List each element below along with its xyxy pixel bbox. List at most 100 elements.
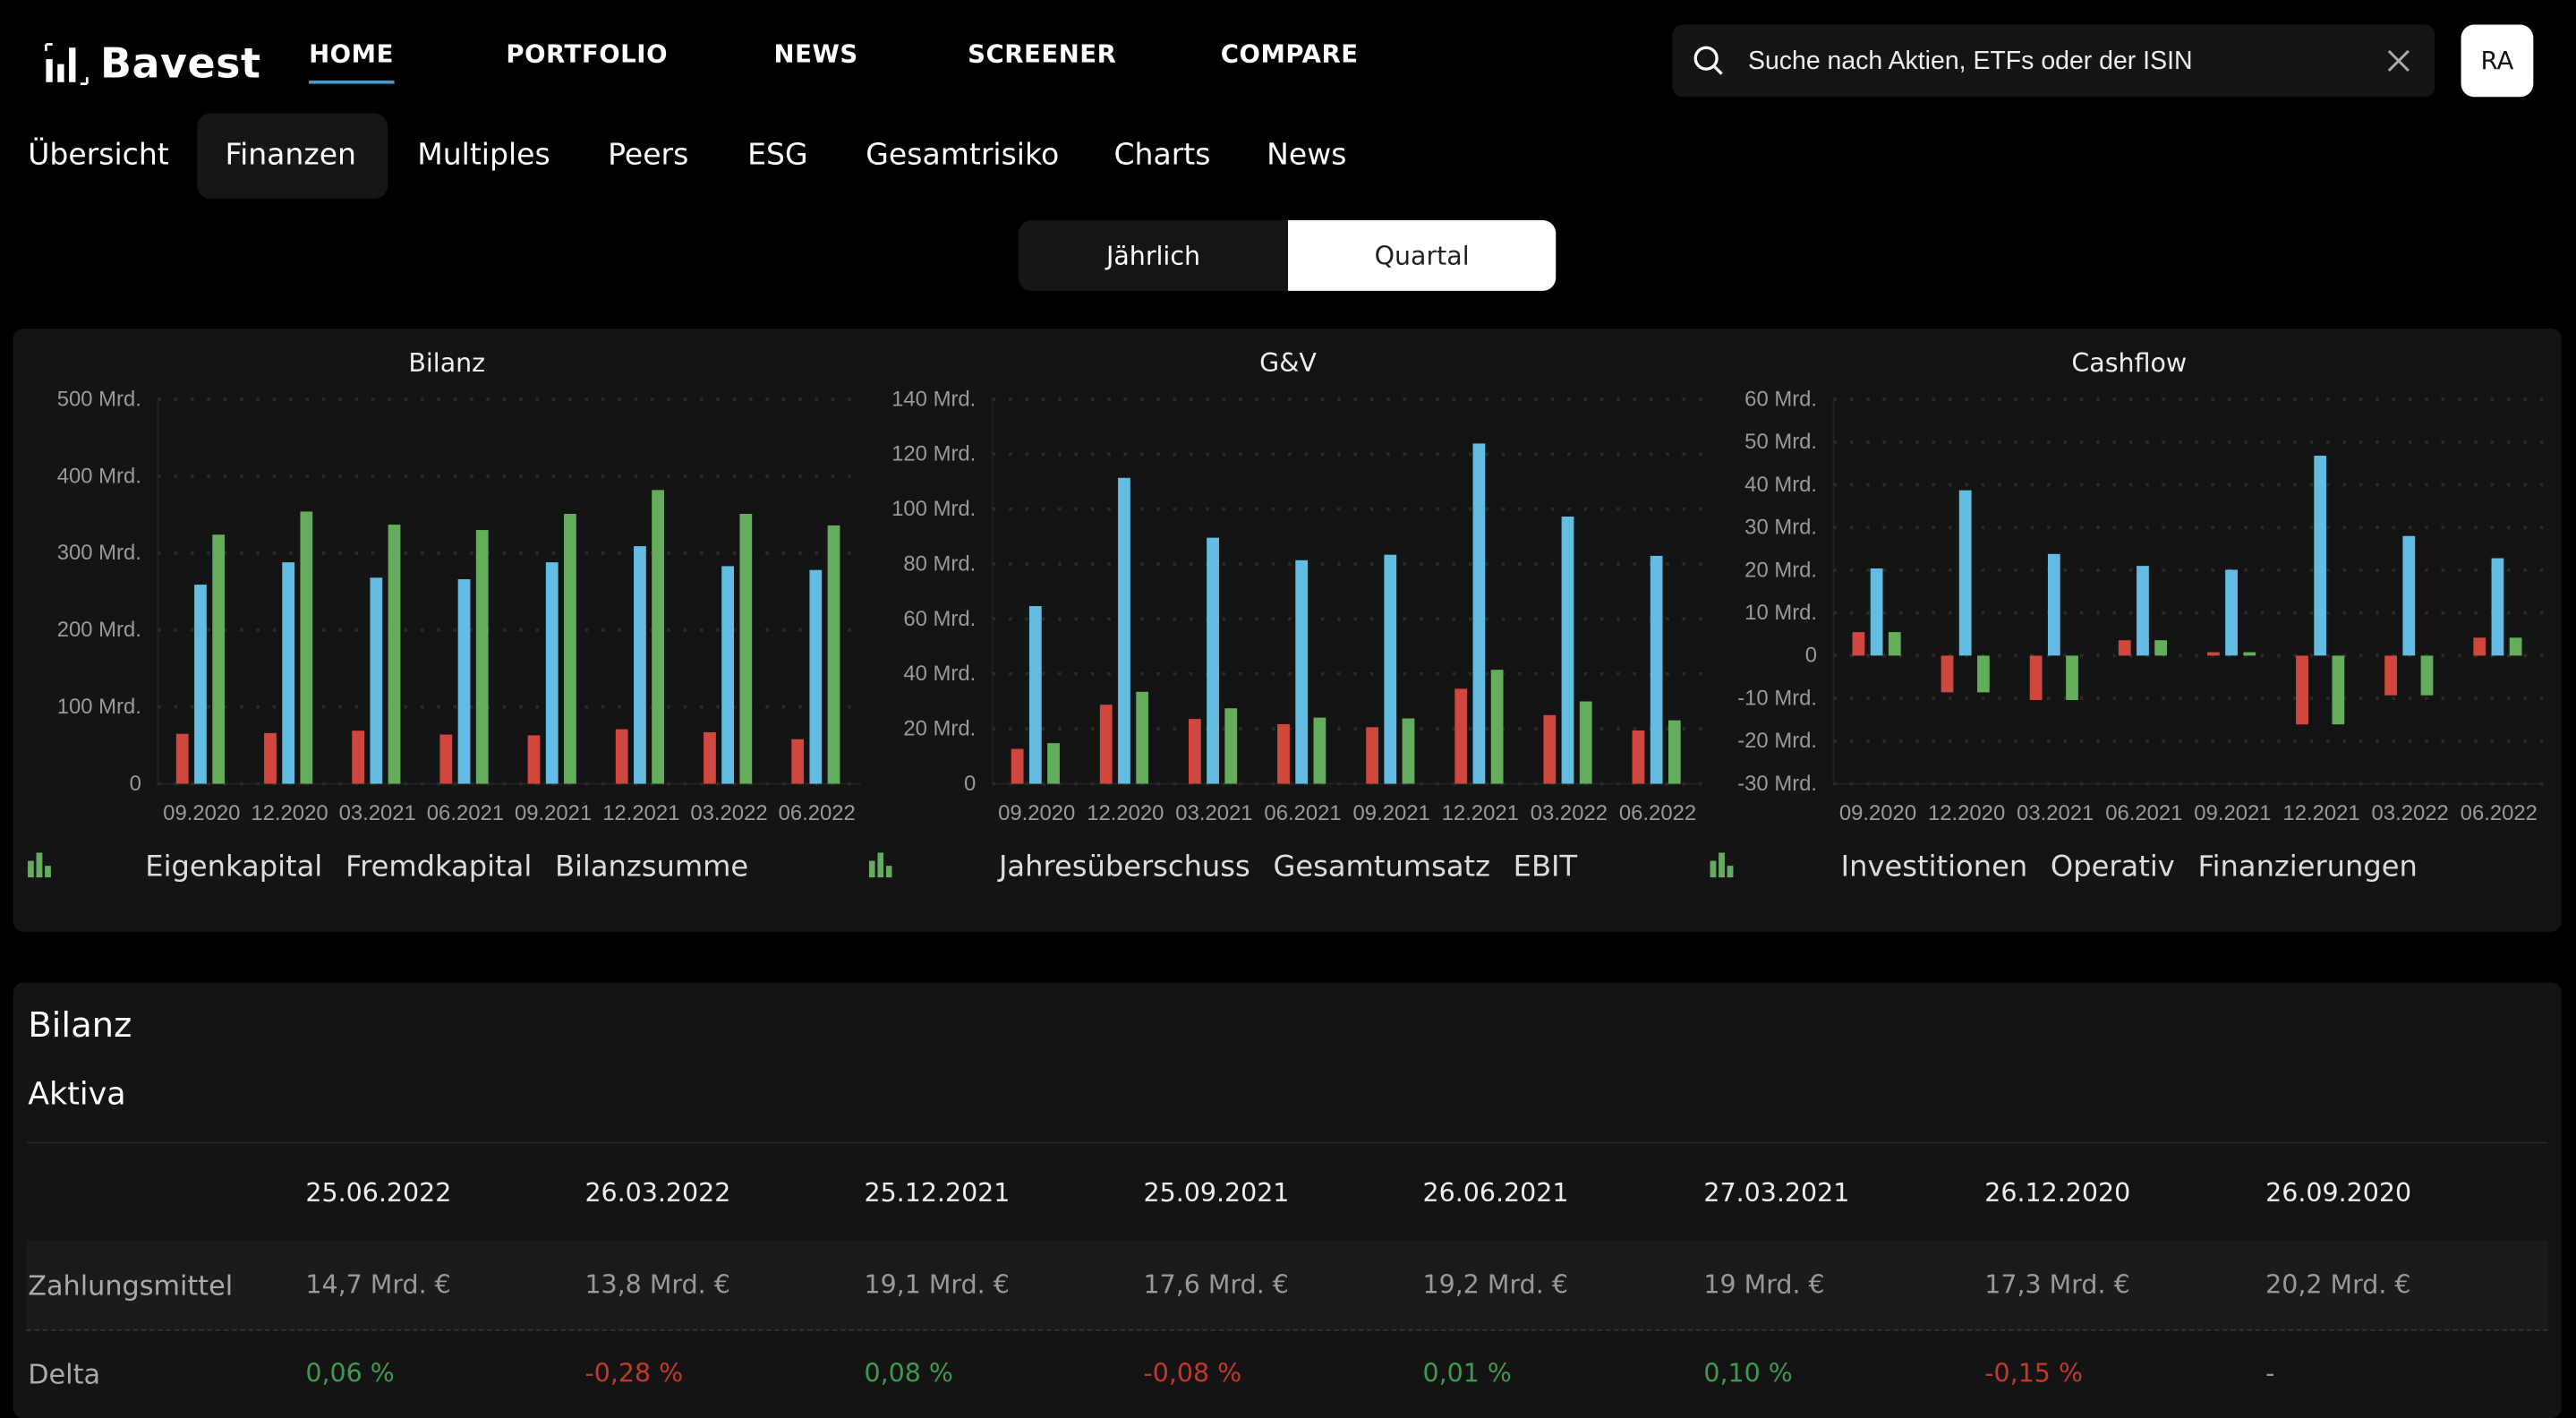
nav-screener[interactable]: SCREENER	[968, 39, 1117, 70]
x-tick-label: 03.2021	[2017, 801, 2094, 825]
nav-compare[interactable]: COMPARE	[1220, 39, 1359, 70]
legend-item[interactable]: Jahresüberschuss	[868, 851, 1250, 884]
column-header: 25.06.2022	[305, 1178, 452, 1209]
legend-item[interactable]: Bilanzsumme	[28, 851, 748, 884]
x-tick-label: 12.2021	[602, 801, 679, 825]
bar-investitionen	[1941, 655, 1954, 693]
nav-home[interactable]: HOME	[309, 39, 394, 84]
toggle-jaehrlich-label: Jährlich	[1105, 240, 1201, 270]
x-tick-label: 06.2022	[779, 801, 856, 825]
subtab-multiples[interactable]: Multiples	[417, 138, 550, 173]
table-cell: 19,1 Mrd. €	[864, 1269, 1010, 1300]
bar-finanzierungen	[2509, 637, 2522, 656]
y-tick-label: 10 Mrd.	[1744, 601, 1817, 625]
bar-ebit	[1047, 743, 1060, 784]
legend-label: Finanzierungen	[2197, 850, 2418, 884]
bar-investitionen	[2029, 655, 2043, 700]
bar-jahresüberschuss	[1188, 719, 1201, 784]
toggle-jaehrlich[interactable]: Jährlich	[1019, 219, 1289, 291]
y-tick-label: 60 Mrd.	[903, 607, 976, 631]
nav-portfolio[interactable]: PORTFOLIO	[506, 39, 669, 70]
x-tick-label: 03.2021	[339, 801, 416, 825]
legend-item[interactable]: Operativ	[1710, 851, 2175, 884]
y-tick-label: 0	[130, 772, 141, 796]
bar-operativ	[2402, 535, 2416, 656]
clear-search-icon[interactable]	[2387, 49, 2410, 73]
table-cell: 14,7 Mrd. €	[305, 1269, 451, 1300]
row-label: Zahlungsmittel	[28, 1269, 234, 1302]
bar-gesamtumsatz	[1472, 443, 1486, 784]
column-header: 27.03.2021	[1703, 1178, 1850, 1209]
bar-finanzierungen	[1888, 632, 1901, 656]
search-box	[1672, 24, 2435, 100]
x-tick-label: 12.2021	[1442, 801, 1519, 825]
bar-bilanzsumme	[739, 514, 753, 784]
y-tick-label: 200 Mrd.	[57, 618, 141, 642]
subtab-gesamtrisiko[interactable]: Gesamtrisiko	[866, 138, 1060, 173]
bar-eigenkapital	[439, 734, 453, 784]
legend-item[interactable]: Gesamtumsatz	[868, 851, 1490, 884]
bar-investitionen	[2473, 637, 2486, 656]
x-tick-label: 09.2021	[2194, 801, 2271, 825]
y-tick-label: 140 Mrd.	[891, 387, 976, 411]
legend-item[interactable]: Investitionen	[1710, 850, 2028, 884]
bar-bilanzsumme	[300, 511, 313, 784]
chart-legend: Investitionen Operativ Finanzierungen	[1709, 851, 2550, 884]
chart-plot: 0 100 Mrd. 200 Mrd. 300 Mrd. 400 Mrd. 500 Mrd…	[57, 387, 861, 825]
bar-bilanzsumme	[388, 525, 401, 784]
bar-bilanzsumme	[652, 490, 665, 784]
legend-label: Fremdkapital	[345, 850, 533, 884]
x-tick-label: 06.2021	[427, 801, 504, 825]
bar-ebit	[1490, 670, 1504, 784]
bar-jahresüberschuss	[1543, 714, 1557, 784]
bar-bilanzsumme	[564, 514, 576, 784]
search-input[interactable]	[1744, 24, 2359, 100]
y-tick-label: 400 Mrd.	[57, 464, 141, 488]
chart-title: G&V	[1259, 348, 1317, 379]
nav-news[interactable]: NEWS	[773, 39, 858, 70]
legend-label: Investitionen	[1840, 850, 2028, 884]
subtab-finanzen[interactable]: Finanzen	[225, 138, 356, 173]
bar-jahresüberschuss	[1099, 705, 1113, 784]
x-tick-label: 09.2021	[515, 801, 592, 825]
subtab-news[interactable]: News	[1267, 138, 1347, 173]
x-tick-label: 09.2020	[163, 801, 240, 825]
legend-item[interactable]: Fremdkapital	[28, 850, 533, 884]
bar-operativ	[1870, 568, 1883, 656]
bar-gesamtumsatz	[1207, 537, 1219, 784]
bar-fremdkapital	[194, 585, 207, 784]
x-tick-label: 06.2021	[2105, 801, 2182, 825]
table-cell: 20,2 Mrd. €	[2265, 1269, 2411, 1300]
chart-bilanz: 0 100 Mrd. 200 Mrd. 300 Mrd. 400 Mrd. 500 Mrd…	[26, 329, 867, 932]
y-tick-label: 120 Mrd.	[891, 442, 976, 466]
user-avatar[interactable]: RA	[2461, 24, 2534, 98]
bavest-logo[interactable]: Bavest	[45, 39, 261, 87]
y-tick-label: 20 Mrd.	[903, 717, 976, 741]
x-tick-label: 09.2020	[998, 801, 1075, 825]
subtab-peers[interactable]: Peers	[608, 138, 689, 173]
legend-item[interactable]: EBIT	[868, 851, 1577, 884]
legend-item[interactable]: Finanzierungen	[1710, 850, 2418, 884]
toggle-quartal[interactable]: Quartal	[1288, 219, 1557, 291]
subtab-uebersicht[interactable]: Übersicht	[28, 138, 169, 173]
table-cell: 17,6 Mrd. €	[1143, 1269, 1289, 1300]
subtab-esg[interactable]: ESG	[747, 138, 808, 173]
bar-ebit	[1224, 708, 1238, 784]
bar-operativ	[2047, 553, 2060, 656]
delta-cell: 0,06 %	[305, 1358, 395, 1388]
table-title: Bilanz	[28, 1005, 132, 1046]
delta-cell: -0,08 %	[1143, 1358, 1242, 1388]
y-tick-label: 300 Mrd.	[57, 541, 141, 565]
bar-chart-icon	[1710, 852, 1734, 878]
delta-cell: -0,28 %	[584, 1358, 684, 1388]
brand-name: Bavest	[99, 39, 261, 88]
bar-gesamtumsatz	[1118, 477, 1130, 784]
bar-fremdkapital	[457, 579, 471, 784]
delta-cell: 0,08 %	[864, 1358, 953, 1388]
x-tick-label: 12.2020	[1928, 801, 2005, 825]
subtab-charts[interactable]: Charts	[1113, 138, 1211, 173]
column-header: 26.06.2021	[1422, 1178, 1569, 1209]
legend-item[interactable]: Eigenkapital	[28, 851, 322, 884]
bar-ebit	[1136, 691, 1149, 784]
bar-eigenkapital	[175, 733, 189, 784]
